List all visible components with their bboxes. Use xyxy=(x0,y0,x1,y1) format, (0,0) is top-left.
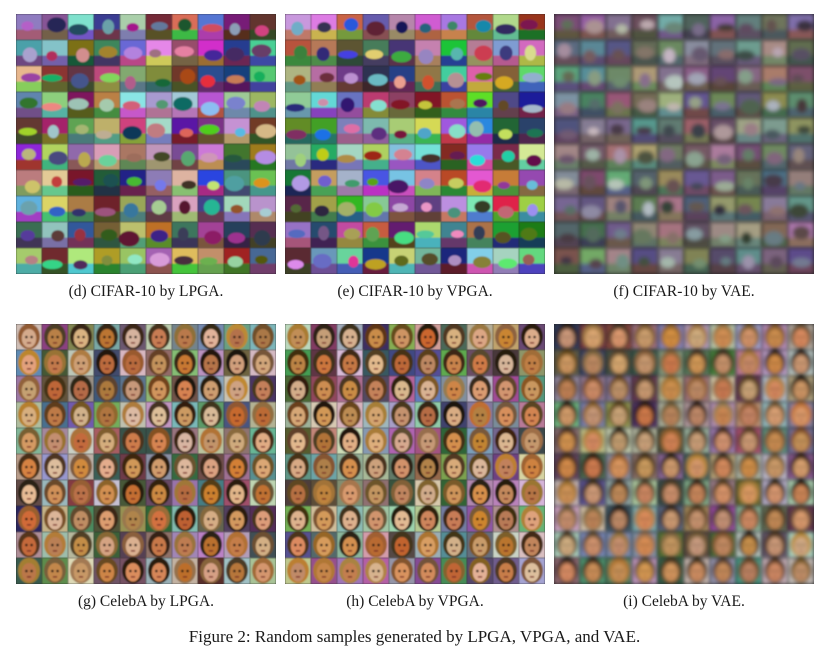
caption-i: (i) CelebA by VAE. xyxy=(623,593,745,610)
caption-d: (d) CIFAR-10 by LPGA. xyxy=(68,283,224,300)
panel-f xyxy=(554,14,814,274)
panel-h xyxy=(285,324,545,584)
sample-grid-celeba-vae xyxy=(554,324,814,584)
sample-grid-celeba-vpga xyxy=(285,324,545,584)
sample-grid-cifar-lpga xyxy=(16,14,276,274)
caption-e: (e) CIFAR-10 by VPGA. xyxy=(337,283,493,300)
panel-e xyxy=(285,14,545,274)
panel-i xyxy=(554,324,814,584)
caption-h: (h) CelebA by VPGA. xyxy=(346,593,484,610)
sample-grid-celeba-lpga xyxy=(16,324,276,584)
figure-caption: Figure 2: Random samples generated by LP… xyxy=(188,627,641,646)
caption-f: (f) CIFAR-10 by VAE. xyxy=(613,283,755,300)
panel-g xyxy=(16,324,276,584)
caption-g: (g) CelebA by LPGA. xyxy=(77,593,215,610)
sample-grid-cifar-vae xyxy=(554,14,814,274)
panel-d xyxy=(16,14,276,274)
sample-grid-cifar-vpga xyxy=(285,14,545,274)
